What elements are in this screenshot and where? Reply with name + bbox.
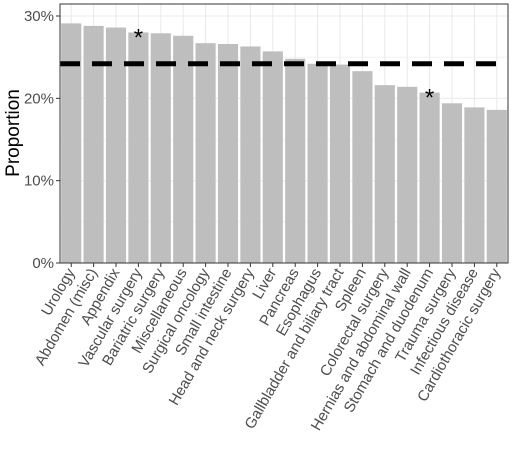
significance-marker: *: [134, 24, 143, 51]
bar: [486, 109, 507, 263]
bar: [464, 107, 485, 263]
bar: [150, 33, 171, 263]
bar: [128, 32, 149, 263]
bar: [173, 35, 194, 264]
bar: [329, 64, 351, 264]
bar: [374, 85, 395, 263]
bar: [195, 43, 216, 263]
bar: [397, 86, 418, 263]
panel-background: [60, 4, 508, 263]
y-tick-label: 20%: [24, 90, 54, 107]
panel-border: [59, 3, 509, 264]
bar: [262, 51, 283, 263]
y-axis-title: Proportion: [3, 89, 24, 177]
bar: [217, 43, 239, 263]
y-tick-label: 0%: [32, 255, 54, 272]
y-tick-label: 30%: [24, 8, 54, 25]
bar: [105, 27, 127, 263]
bar: [307, 63, 328, 264]
bar: [83, 25, 104, 263]
bar: [240, 46, 261, 263]
bar: [352, 71, 373, 263]
bar: [419, 92, 440, 263]
bar: [61, 23, 82, 263]
y-tick-label: 10%: [24, 173, 54, 190]
bar: [285, 58, 306, 264]
bar: [441, 103, 463, 263]
significance-marker: *: [425, 85, 434, 112]
